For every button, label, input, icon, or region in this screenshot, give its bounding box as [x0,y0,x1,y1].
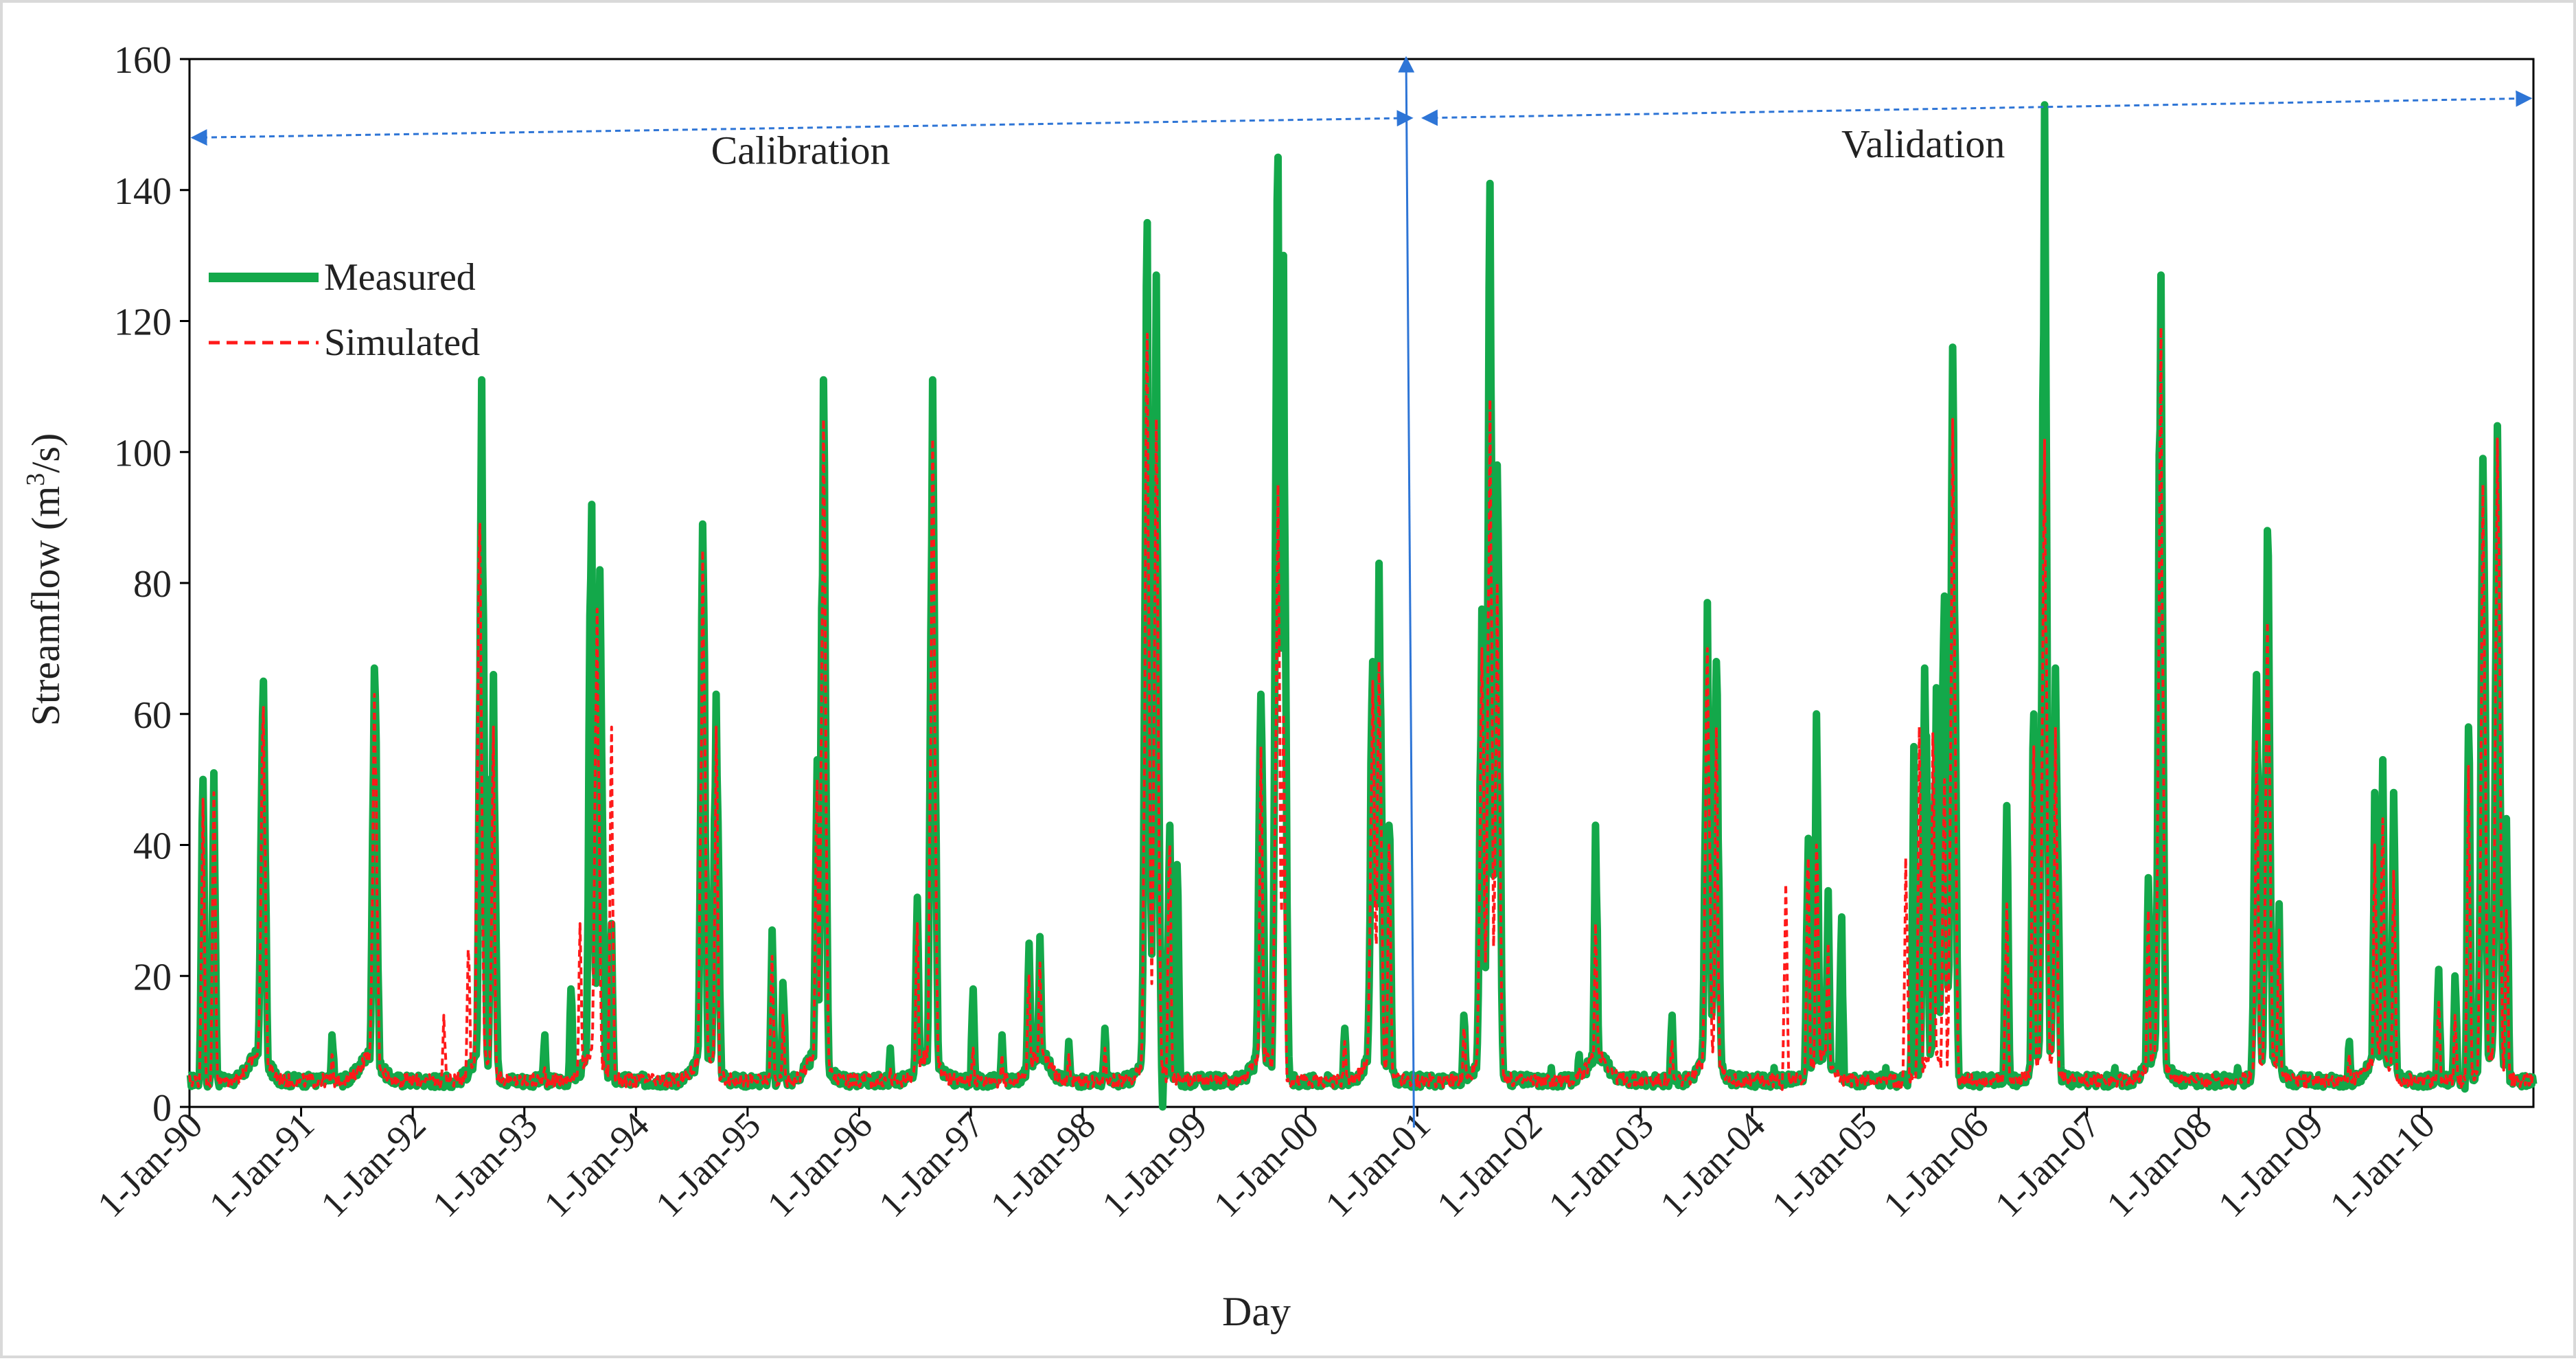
y-tick-label: 100 [114,432,172,474]
y-tick-label: 80 [133,563,172,606]
y-axis-title-tail: /s) [23,433,68,473]
x-tick-label: 1-Jan-04 [1652,1104,1773,1225]
x-tick-label: 1-Jan-02 [1429,1104,1550,1225]
measured-series-line [186,101,2538,1111]
y-tick-label: 160 [114,39,172,82]
x-tick-label: 1-Jan-98 [982,1104,1103,1225]
y-tick-label: 40 [133,825,172,868]
legend-measured-label: Measured [324,256,476,299]
y-tick-label: 0 [152,1087,172,1130]
x-tick-label: 1-Jan-96 [759,1104,880,1225]
series-layer [186,101,2538,1111]
x-tick-label: 1-Jan-01 [1318,1104,1438,1225]
x-tick-label: 1-Jan-90 [89,1104,210,1225]
y-axis-title: Streamflow (m3/s) [21,433,68,727]
x-tick-label: 1-Jan-94 [536,1104,657,1225]
validation-range-arrow [1421,90,2533,126]
x-tick-label: 1-Jan-91 [201,1104,322,1225]
y-tick-label: 140 [114,170,172,213]
plot-border [188,58,2535,1108]
split-arrow [1398,56,1415,1128]
simulated-series-line [188,326,2535,1091]
x-tick-label: 1-Jan-97 [871,1104,991,1225]
annotation-layer: Calibration Validation [190,56,2533,1128]
x-tick-label: 1-Jan-08 [2099,1104,2220,1225]
x-axis-title: Day [1222,1289,1291,1334]
y-axis-title-main: Streamflow (m [23,486,68,727]
y-tick-label: 120 [114,301,172,344]
x-tick-label: 1-Jan-95 [647,1104,768,1225]
streamflow-chart: 0204060801001201401601-Jan-901-Jan-911-J… [21,39,2538,1334]
x-tick-label: 1-Jan-99 [1094,1104,1215,1225]
calibration-range-arrow [190,110,1414,146]
x-tick-label: 1-Jan-10 [2322,1104,2443,1225]
y-tick-label: 60 [133,694,172,737]
validation-label: Validation [1841,122,2005,166]
x-tick-label: 1-Jan-92 [313,1104,434,1225]
x-tick-label: 1-Jan-06 [1876,1104,1997,1225]
legend: Measured Simulated [209,256,480,364]
x-tick-label: 1-Jan-03 [1541,1104,1661,1225]
legend-simulated-label: Simulated [324,321,480,364]
x-tick-label: 1-Jan-93 [424,1104,545,1225]
y-axis-title-sup: 3 [21,473,50,486]
plot-area [188,58,2535,1108]
x-tick-label: 1-Jan-07 [1987,1104,2108,1225]
x-tick-label: 1-Jan-00 [1206,1104,1326,1225]
y-tick-label: 20 [133,956,172,998]
calibration-label: Calibration [711,128,890,173]
x-tick-label: 1-Jan-05 [1764,1104,1885,1225]
x-tick-label: 1-Jan-09 [2210,1104,2331,1225]
